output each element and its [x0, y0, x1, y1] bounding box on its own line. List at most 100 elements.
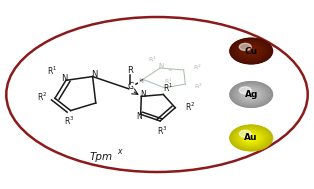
Circle shape — [243, 46, 260, 56]
Circle shape — [235, 41, 267, 61]
Circle shape — [244, 47, 258, 55]
Circle shape — [243, 133, 260, 143]
Circle shape — [240, 88, 263, 101]
Circle shape — [245, 134, 257, 142]
Text: R$^2$: R$^2$ — [193, 63, 202, 72]
Circle shape — [238, 87, 264, 102]
Circle shape — [245, 47, 257, 55]
Circle shape — [245, 91, 257, 98]
Circle shape — [234, 84, 269, 105]
Circle shape — [236, 42, 266, 60]
Circle shape — [239, 43, 251, 50]
Circle shape — [237, 129, 266, 147]
Circle shape — [241, 88, 262, 101]
Circle shape — [241, 45, 261, 57]
Text: N: N — [91, 70, 97, 79]
Circle shape — [246, 135, 257, 141]
Circle shape — [245, 47, 257, 55]
Text: R$^3$: R$^3$ — [156, 124, 167, 137]
Circle shape — [250, 94, 252, 95]
Circle shape — [234, 128, 268, 148]
Text: R$^1$: R$^1$ — [164, 77, 172, 87]
Text: N: N — [61, 74, 68, 83]
Circle shape — [238, 130, 264, 146]
Text: N: N — [136, 112, 142, 121]
Text: N: N — [139, 78, 144, 84]
Circle shape — [246, 92, 256, 97]
Circle shape — [241, 132, 261, 144]
Circle shape — [230, 125, 272, 150]
Circle shape — [232, 83, 270, 106]
Circle shape — [238, 43, 264, 59]
Circle shape — [231, 83, 271, 106]
Circle shape — [240, 44, 263, 58]
Circle shape — [239, 131, 263, 145]
Text: =: = — [167, 68, 172, 73]
Circle shape — [249, 93, 253, 96]
Text: R$^3$: R$^3$ — [194, 81, 203, 91]
Circle shape — [250, 50, 253, 52]
Circle shape — [248, 93, 254, 96]
Circle shape — [247, 135, 256, 141]
Text: Ag: Ag — [245, 90, 258, 99]
Text: N: N — [158, 63, 163, 69]
Circle shape — [244, 90, 259, 99]
Circle shape — [233, 40, 269, 62]
Circle shape — [247, 92, 256, 97]
Circle shape — [241, 132, 262, 144]
Circle shape — [248, 136, 254, 139]
Circle shape — [242, 132, 260, 143]
Circle shape — [243, 90, 259, 99]
Text: Cu: Cu — [245, 46, 258, 56]
Circle shape — [235, 84, 268, 105]
Circle shape — [244, 46, 259, 56]
Circle shape — [242, 46, 260, 57]
Circle shape — [244, 90, 258, 99]
Circle shape — [251, 94, 252, 95]
Circle shape — [249, 137, 253, 139]
Circle shape — [230, 82, 273, 107]
Circle shape — [242, 89, 260, 100]
Circle shape — [246, 91, 257, 98]
Text: R$^1$: R$^1$ — [163, 82, 173, 94]
Circle shape — [243, 133, 259, 143]
Circle shape — [243, 89, 260, 100]
Circle shape — [243, 46, 259, 56]
Circle shape — [245, 91, 257, 98]
Text: R$^2$: R$^2$ — [37, 90, 47, 103]
Circle shape — [233, 127, 269, 149]
Circle shape — [241, 89, 261, 100]
Circle shape — [238, 130, 264, 146]
Text: R: R — [127, 66, 133, 75]
Circle shape — [236, 85, 267, 104]
Circle shape — [237, 42, 266, 60]
Circle shape — [234, 41, 268, 61]
Circle shape — [230, 38, 273, 64]
Circle shape — [231, 82, 272, 107]
Circle shape — [239, 87, 251, 94]
Circle shape — [240, 131, 263, 145]
Circle shape — [248, 136, 254, 140]
Circle shape — [232, 126, 270, 149]
Circle shape — [239, 44, 263, 58]
Circle shape — [234, 84, 268, 105]
Circle shape — [247, 136, 255, 140]
Circle shape — [250, 94, 253, 95]
Circle shape — [244, 133, 259, 143]
Circle shape — [246, 135, 256, 141]
Circle shape — [240, 44, 263, 58]
Circle shape — [241, 132, 261, 144]
Circle shape — [248, 49, 254, 53]
Circle shape — [230, 82, 272, 107]
Circle shape — [237, 86, 266, 103]
Circle shape — [240, 131, 263, 145]
Circle shape — [238, 86, 264, 102]
Circle shape — [241, 45, 261, 57]
Circle shape — [238, 43, 264, 59]
Circle shape — [236, 129, 267, 147]
Circle shape — [241, 88, 261, 101]
Text: R$^1$: R$^1$ — [47, 65, 57, 77]
Circle shape — [237, 130, 265, 146]
Circle shape — [246, 48, 256, 54]
Circle shape — [246, 48, 257, 54]
